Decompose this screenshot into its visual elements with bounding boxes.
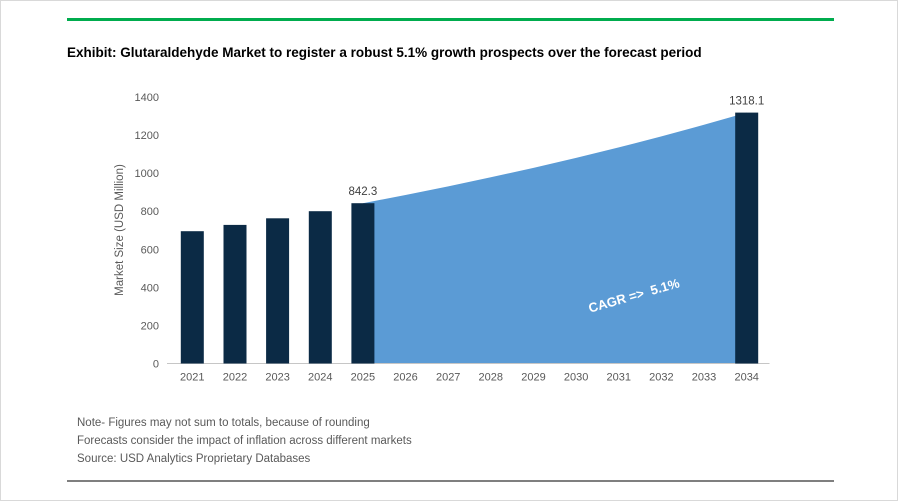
x-tick-label-2024: 2024 (308, 372, 332, 384)
footer-notes: Note- Figures may not sum to totals, bec… (77, 414, 412, 468)
y-tick-label-1400: 1400 (135, 92, 159, 104)
footer-note-inflation: Forecasts consider the impact of inflati… (77, 435, 412, 447)
data-label-2034: 1318.1 (729, 96, 764, 108)
x-tick-label-2022: 2022 (223, 372, 247, 384)
footer-rule (67, 480, 834, 482)
data-label-2025: 842.3 (349, 186, 378, 198)
x-tick-label-2025: 2025 (351, 372, 375, 384)
y-tick-label-800: 800 (141, 206, 159, 218)
x-tick-label-2030: 2030 (564, 372, 588, 384)
x-tick-label-2028: 2028 (479, 372, 503, 384)
page-title: Exhibit: Glutaraldehyde Market to regist… (67, 45, 702, 60)
x-tick-label-2033: 2033 (692, 372, 716, 384)
y-tick-label-1200: 1200 (135, 130, 159, 142)
y-tick-label-600: 600 (141, 244, 159, 256)
forecast-area (362, 112, 747, 364)
x-tick-label-2026: 2026 (393, 372, 417, 384)
bar-2023 (266, 218, 290, 364)
bar-2022 (223, 224, 247, 364)
footer-note-rounding: Note- Figures may not sum to totals, bec… (77, 417, 370, 429)
y-tick-label-400: 400 (141, 282, 159, 294)
x-tick-label-2027: 2027 (436, 372, 460, 384)
x-tick-label-2034: 2034 (734, 372, 758, 384)
bar-2021 (180, 231, 204, 364)
bar-2034 (735, 112, 759, 364)
bar-2025 (351, 203, 375, 364)
x-tick-label-2032: 2032 (649, 372, 673, 384)
x-tick-label-2031: 2031 (607, 372, 631, 384)
y-axis-title: Market Size (USD Million) (114, 164, 126, 296)
x-tick-label-2021: 2021 (180, 372, 204, 384)
y-tick-label-0: 0 (153, 359, 159, 371)
x-tick-label-2029: 2029 (521, 372, 545, 384)
bar-2024 (308, 211, 332, 364)
y-tick-label-1000: 1000 (135, 168, 159, 180)
x-tick-label-2023: 2023 (265, 372, 289, 384)
footer-note-source: Source: USD Analytics Proprietary Databa… (77, 453, 311, 465)
y-tick-label-200: 200 (141, 320, 159, 332)
top-accent-rule (67, 18, 834, 21)
